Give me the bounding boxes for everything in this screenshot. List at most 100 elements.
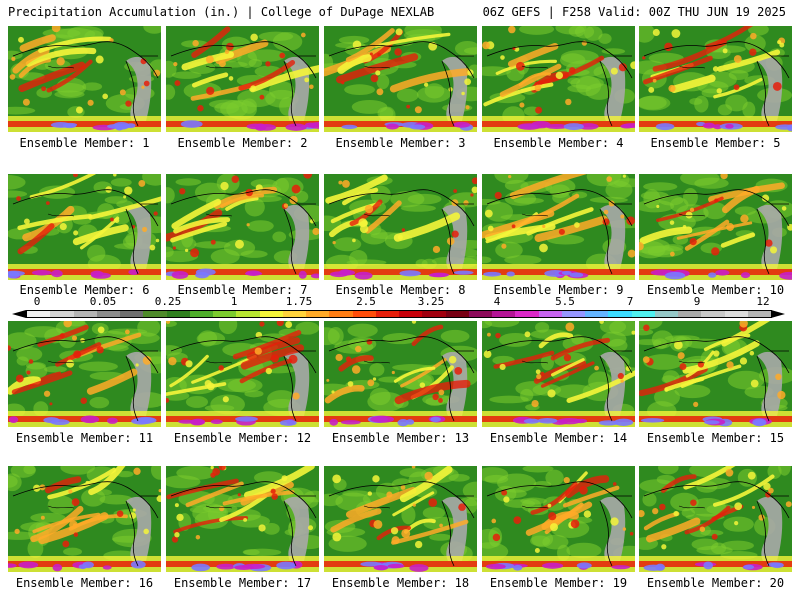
colorbar-tick-label: 0.05 [89,295,117,308]
ensemble-member-label: Ensemble Member: 3 [335,136,466,150]
precip-map-13 [324,321,477,427]
ensemble-member-label: Ensemble Member: 8 [335,283,466,297]
precip-map-10 [639,174,792,280]
colorbar-segment [73,311,98,317]
ensemble-panel-18 [324,466,477,572]
precip-map-15 [639,321,792,427]
colorbar-segment [329,311,353,317]
ensemble-member-label: Ensemble Member: 17 [173,576,312,590]
ensemble-panel-6 [8,174,161,280]
colorbar-segment [515,311,539,317]
colorbar-right-arrow [771,310,785,318]
precip-map-18 [324,466,477,572]
ensemble-panel-10 [639,174,792,280]
colorbar-tick-label: 1.75 [285,295,313,308]
colorbar-tick-label: 9 [693,295,701,308]
colorbar-segment [747,311,772,317]
colorbar-segment [538,311,563,317]
colorbar-segment [678,311,702,317]
ensemble-member-label: Ensemble Member: 20 [646,576,785,590]
ensemble-panel-1 [8,26,161,132]
colorbar-segment [375,311,400,317]
colorbar-segment [352,311,377,317]
ensemble-panel-20 [639,466,792,572]
colorbar-segment [143,311,167,317]
precip-map-5 [639,26,792,132]
ensemble-member-label: Ensemble Member: 13 [331,431,470,445]
ensemble-panel-13 [324,321,477,427]
ensemble-panel-14 [482,321,635,427]
ensemble-panel-3 [324,26,477,132]
precip-map-17 [166,466,319,572]
precip-map-2 [166,26,319,132]
colorbar-segment [561,311,586,317]
ensemble-member-label: Ensemble Member: 6 [19,283,150,297]
precip-map-4 [482,26,635,132]
colorbar-tick-label: 4 [493,295,501,308]
colorbar-segment [96,311,121,317]
ensemble-panel-11 [8,321,161,427]
ensemble-panel-16 [8,466,161,572]
colorbar-segment [631,311,656,317]
ensemble-member-label: Ensemble Member: 4 [493,136,624,150]
ensemble-member-label: Ensemble Member: 14 [489,431,628,445]
colorbar-tick-label: 1 [230,295,238,308]
colorbar-segment [120,311,144,317]
ensemble-panel-15 [639,321,792,427]
colorbar-segment [585,311,609,317]
ensemble-member-label: Ensemble Member: 12 [173,431,312,445]
precip-map-6 [8,174,161,280]
run-valid-time: 06Z GEFS | F258 Valid: 00Z THU JUN 19 20… [482,5,786,19]
colorbar-segment [306,311,330,317]
colorbar-segment [492,311,516,317]
precip-map-9 [482,174,635,280]
colorbar-segment [50,311,74,317]
ensemble-member-label: Ensemble Member: 18 [331,576,470,590]
precip-map-1 [8,26,161,132]
ensemble-panel-8 [324,174,477,280]
precip-map-12 [166,321,319,427]
ensemble-panel-9 [482,174,635,280]
colorbar-segment [724,311,749,317]
ensemble-member-label: Ensemble Member: 16 [15,576,154,590]
ensemble-panel-2 [166,26,319,132]
colorbar-segment [701,311,725,317]
ensemble-panel-17 [166,466,319,572]
colorbar-left-arrow [12,310,26,318]
colorbar-tick-label: 5.5 [555,295,575,308]
colorbar-tick-label: 3.25 [417,295,445,308]
precip-map-7 [166,174,319,280]
ensemble-member-label: Ensemble Member: 11 [15,431,154,445]
colorbar-segment [422,311,446,317]
ensemble-panel-4 [482,26,635,132]
ensemble-member-label: Ensemble Member: 19 [489,576,628,590]
colorbar-segment [282,311,307,317]
ensemble-panel-19 [482,466,635,572]
ensemble-member-label: Ensemble Member: 9 [493,283,624,297]
colorbar-segment [189,311,214,317]
map-title: Precipitation Accumulation (in.) | Colle… [8,5,435,19]
precip-map-3 [324,26,477,132]
ensemble-panel-12 [166,321,319,427]
ensemble-member-label: Ensemble Member: 15 [646,431,785,445]
colorbar-tick-label: 0.25 [154,295,182,308]
colorbar-segment [468,311,493,317]
precip-map-8 [324,174,477,280]
ensemble-member-label: Ensemble Member: 10 [646,283,785,297]
precip-colorbar [26,310,772,318]
ensemble-member-label: Ensemble Member: 2 [177,136,308,150]
colorbar-segment [213,311,237,317]
ensemble-member-label: Ensemble Member: 5 [650,136,781,150]
precip-map-14 [482,321,635,427]
colorbar-tick-label: 12 [756,295,770,308]
colorbar-tick-label: 7 [626,295,634,308]
precip-map-20 [639,466,792,572]
ensemble-panel-7 [166,174,319,280]
colorbar-segment [166,311,191,317]
ensemble-panel-5 [639,26,792,132]
colorbar-segment [608,311,632,317]
colorbar-segment [236,311,260,317]
colorbar-segment [399,311,423,317]
ensemble-member-label: Ensemble Member: 7 [177,283,308,297]
ensemble-member-label: Ensemble Member: 1 [19,136,150,150]
